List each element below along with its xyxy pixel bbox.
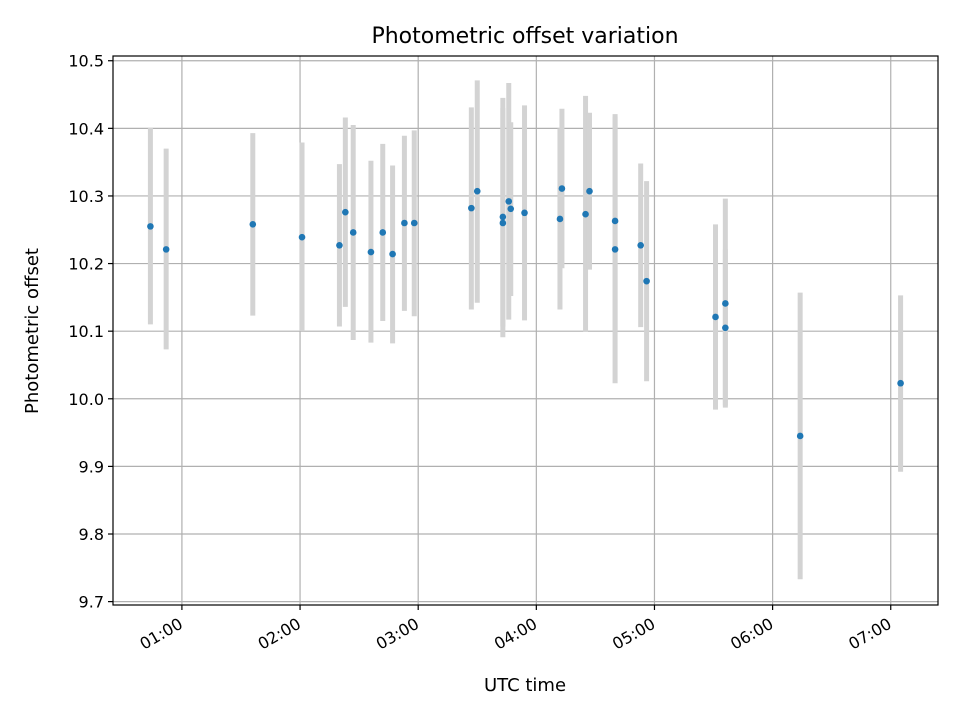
y-tick-label: 10.1	[68, 322, 104, 341]
data-point	[611, 217, 619, 225]
data-point	[505, 198, 513, 205]
data-point	[586, 187, 593, 195]
y-tick-label: 9.8	[79, 525, 104, 544]
data-point	[499, 213, 507, 221]
data-point	[796, 432, 804, 440]
data-point	[367, 248, 375, 256]
data-point	[712, 313, 719, 321]
chart-title: Photometric offset variation	[371, 24, 678, 49]
data-point	[147, 223, 154, 230]
data-point	[298, 233, 306, 241]
data-point	[558, 185, 566, 192]
plot-frame	[112, 55, 939, 606]
x-axis-label: UTC time	[484, 675, 566, 696]
data-point	[722, 300, 729, 307]
data-point	[473, 187, 481, 195]
y-tick-label: 10.4	[68, 119, 104, 138]
data-point	[410, 219, 418, 227]
data-point	[507, 205, 515, 213]
data-point	[401, 219, 408, 227]
data-point	[249, 221, 257, 228]
data-point	[521, 209, 528, 217]
data-point	[611, 246, 619, 253]
y-tick-label: 10.3	[68, 187, 104, 206]
data-point	[897, 379, 904, 387]
y-tick-label: 9.9	[79, 457, 104, 476]
data-point	[336, 242, 343, 249]
y-tick-label: 10.5	[68, 52, 104, 71]
y-axis-label: Photometric offset	[22, 248, 43, 414]
data-point	[162, 246, 170, 253]
data-point	[379, 229, 387, 236]
data-point	[468, 204, 475, 212]
y-tick-label: 10.2	[68, 255, 104, 274]
y-tick-label: 10.0	[68, 390, 104, 409]
data-point	[643, 277, 650, 285]
data-point	[342, 208, 349, 216]
data-point	[722, 324, 729, 332]
data-point	[499, 219, 507, 227]
data-point	[637, 242, 644, 249]
data-point	[389, 250, 396, 258]
data-point	[349, 229, 357, 236]
data-point	[556, 215, 564, 223]
y-tick-label: 9.7	[79, 593, 104, 612]
data-points	[147, 185, 904, 440]
data-point	[582, 210, 589, 218]
